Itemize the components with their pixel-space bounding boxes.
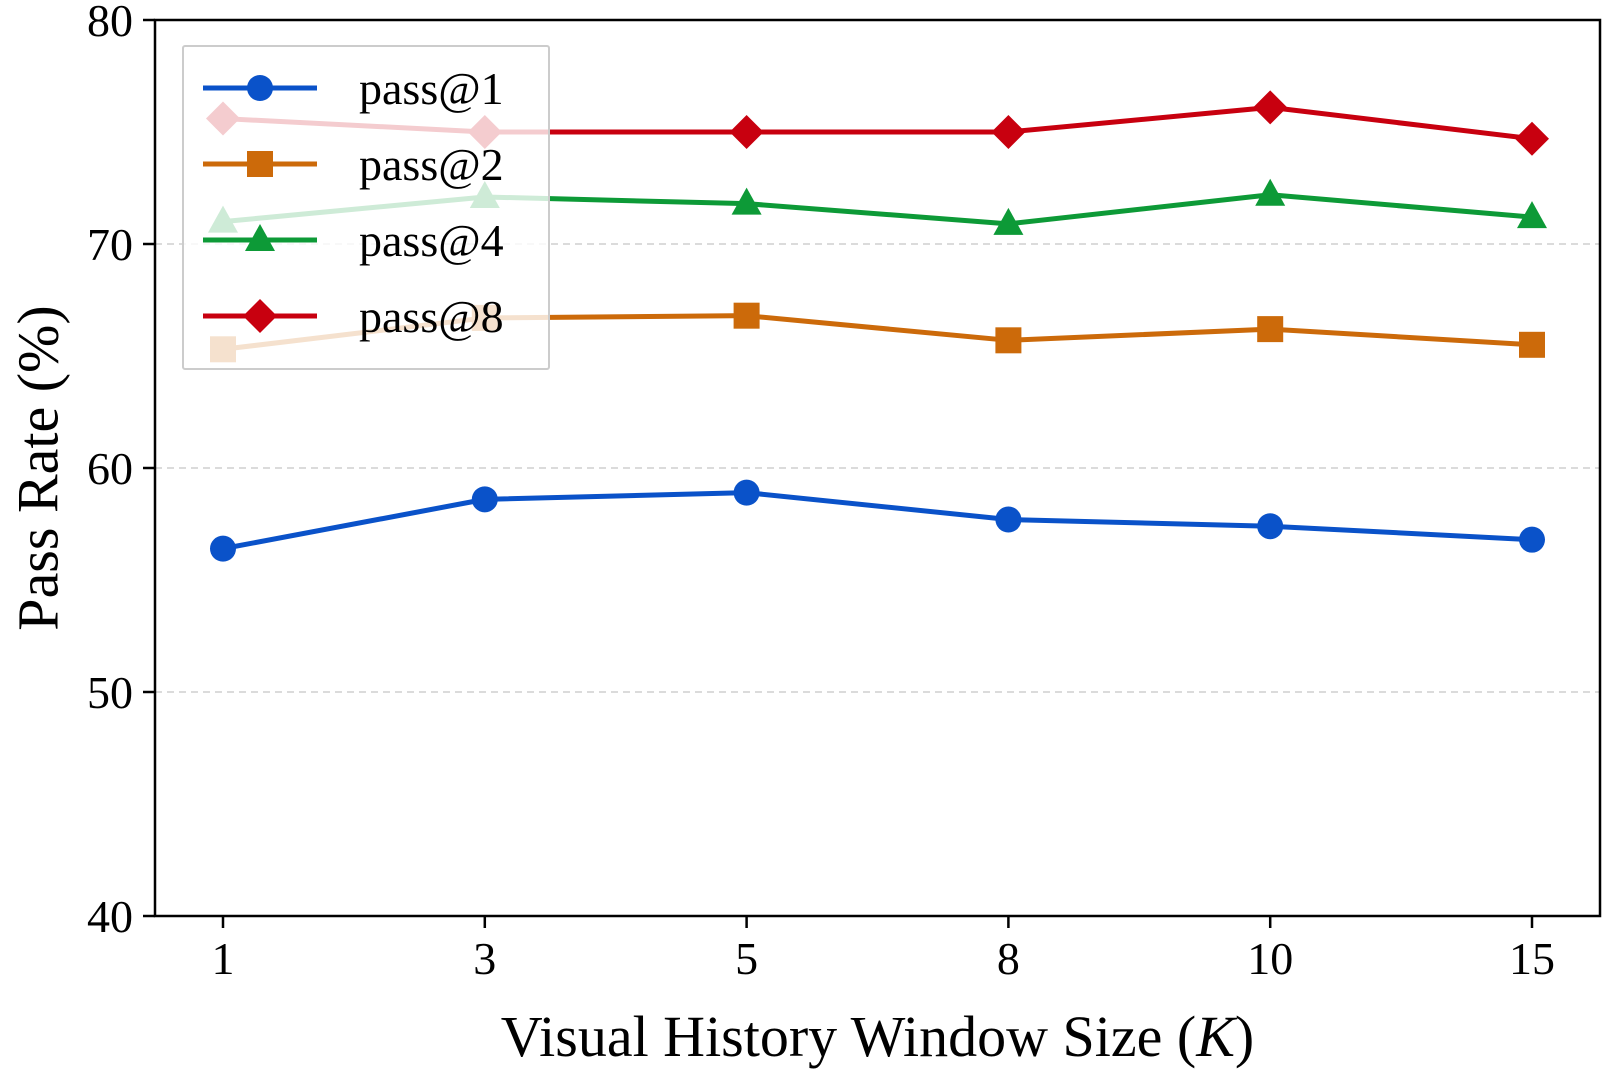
point-pass-at-4-15 bbox=[1517, 201, 1547, 229]
x-tick-label-15: 15 bbox=[1509, 933, 1555, 984]
legend: pass@1 pass@2 pass@4 pass@8 bbox=[182, 45, 550, 370]
y-axis: 40 50 60 70 80 bbox=[87, 0, 155, 942]
legend-marker-pass-at-2 bbox=[247, 151, 273, 177]
point-pass-at-1-15 bbox=[1519, 526, 1545, 553]
series-layer bbox=[206, 90, 1549, 562]
point-pass-at-8-10 bbox=[1253, 90, 1288, 125]
point-pass-at-1-1 bbox=[210, 535, 236, 562]
point-pass-at-4-10 bbox=[1255, 178, 1286, 206]
x-tick-label-1: 1 bbox=[212, 933, 235, 984]
point-pass-at-2-8 bbox=[995, 327, 1022, 354]
series-pass-at-1 bbox=[210, 479, 1545, 562]
x-axis-title: Visual History Window Size (K) bbox=[501, 1004, 1255, 1069]
point-pass-at-2-10 bbox=[1257, 316, 1284, 343]
y-tick-label-80: 80 bbox=[87, 0, 133, 46]
x-tick-label-5: 5 bbox=[735, 933, 758, 984]
legend-marker-pass-at-1 bbox=[247, 75, 273, 101]
x-tick-label-10: 10 bbox=[1247, 933, 1293, 984]
point-pass-at-1-10 bbox=[1257, 513, 1284, 540]
point-pass-at-2-15 bbox=[1519, 331, 1545, 358]
point-pass-at-4-8 bbox=[993, 207, 1024, 235]
legend-item-pass-at-1: pass@1 bbox=[203, 63, 504, 114]
legend-label-pass-at-4: pass@4 bbox=[359, 215, 504, 266]
y-tick-label-40: 40 bbox=[87, 891, 133, 942]
legend-item-pass-at-2: pass@2 bbox=[203, 139, 504, 190]
legend-marker-pass-at-8 bbox=[243, 299, 277, 333]
legend-item-pass-at-8: pass@8 bbox=[203, 291, 504, 342]
legend-item-pass-at-4: pass@4 bbox=[203, 215, 504, 266]
x-tick-label-3: 3 bbox=[473, 933, 496, 984]
point-pass-at-8-15 bbox=[1515, 121, 1549, 156]
legend-label-pass-at-2: pass@2 bbox=[359, 139, 504, 190]
point-pass-at-8-5 bbox=[729, 115, 764, 149]
y-tick-label-50: 50 bbox=[87, 667, 133, 718]
point-pass-at-1-5 bbox=[733, 479, 760, 506]
point-pass-at-1-8 bbox=[995, 506, 1022, 533]
point-pass-at-8-8 bbox=[991, 115, 1026, 149]
legend-label-pass-at-1: pass@1 bbox=[359, 63, 504, 114]
point-pass-at-4-5 bbox=[731, 187, 762, 215]
y-tick-label-60: 60 bbox=[87, 443, 133, 494]
x-tick-label-8: 8 bbox=[997, 933, 1020, 984]
legend-label-pass-at-8: pass@8 bbox=[359, 291, 504, 342]
y-axis-title: Pass Rate (%) bbox=[5, 305, 70, 630]
y-tick-label-70: 70 bbox=[87, 219, 133, 270]
legend-box bbox=[182, 45, 550, 370]
series-line-pass-at-1 bbox=[222, 490, 1533, 552]
legend-marker-pass-at-4 bbox=[245, 224, 275, 251]
point-pass-at-2-5 bbox=[733, 302, 760, 329]
point-pass-at-1-3 bbox=[471, 486, 498, 513]
x-axis: 1 3 5 8 10 15 bbox=[212, 916, 1555, 984]
